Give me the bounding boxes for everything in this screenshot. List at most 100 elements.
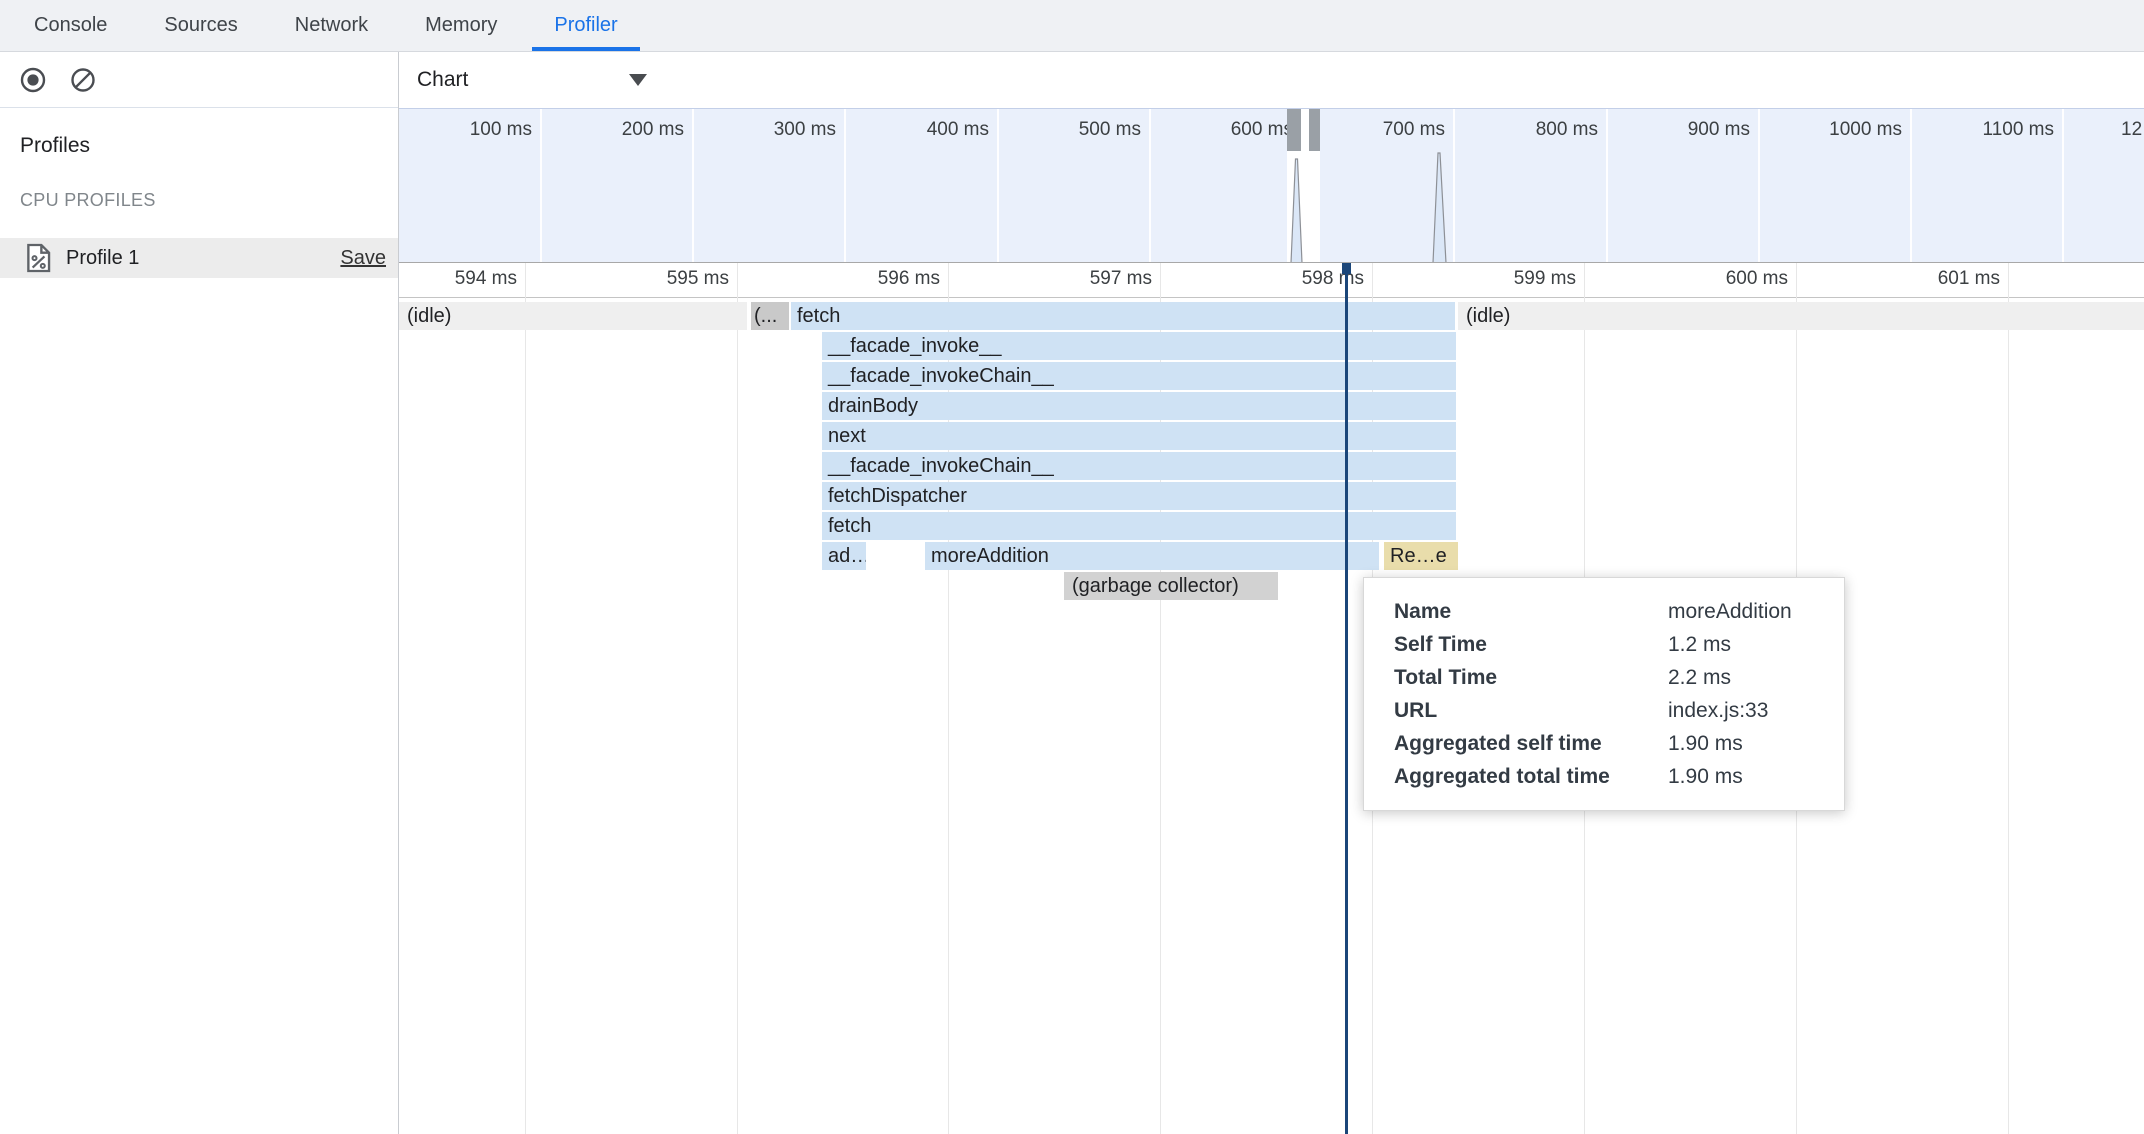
flame-chart: (idle) (... fetch (idle) __facade_invoke__ __… [399,302,2144,632]
overview-tick-divider [844,109,846,262]
overview-tick-label: 1000 ms [1829,119,1902,140]
flame-bar[interactable]: fetch [822,512,1456,540]
tooltip-label: Total Time [1394,665,1498,689]
overview-tick-label: 600 ms [1230,119,1293,140]
flame-bar[interactable]: (idle) [399,302,747,330]
tab-bar: Console Sources Network Memory Profiler [0,0,2144,52]
current-time-marker [1345,263,1348,1134]
profiles-heading: Profiles [20,134,91,157]
detail-ruler: 594 ms 595 ms 596 ms 597 ms 598 ms 599 ms 600 … [399,263,2144,298]
tooltip-label: Aggregated total time [1394,764,1610,788]
profile-document-icon [27,243,51,273]
flame-row: fetchDispatcher [399,482,2144,510]
flame-row: drainBody [399,392,2144,420]
flame-bar[interactable]: ad…s [822,542,866,570]
flame-bar[interactable]: Re…e [1384,542,1458,570]
clear-all-icon [71,67,95,92]
flame-row: __facade_invokeChain__ [399,452,2144,480]
flame-bar[interactable]: __facade_invokeChain__ [822,452,1456,480]
flame-bar[interactable]: fetch [791,302,1455,330]
ruler-tick-label: 600 ms [1725,268,1788,289]
flame-row: (garbage collector) [399,572,2144,600]
tooltip-row: Name moreAddition [1394,595,1824,628]
tooltip-row: Aggregated self time 1.90 ms [1394,727,1824,760]
overview-tick-label: 200 ms [621,119,684,140]
flame-row: (idle) (... fetch (idle) [399,302,2144,330]
tooltip-value: moreAddition [1668,599,1792,623]
overview-tick-divider [1910,109,1912,262]
overview-tick-divider [2062,109,2064,262]
profile-name: Profile 1 [66,246,140,269]
tooltip-value: index.js:33 [1668,698,1769,722]
flame-bar[interactable]: drainBody [822,392,1456,420]
overview-tick-label: 100 ms [469,119,532,140]
profile-list-item[interactable]: Profile 1 Save [0,238,398,278]
flame-bar[interactable]: (idle) [1458,302,2144,330]
overview-tick-divider [1453,109,1455,262]
view-mode-select[interactable]: Chart [417,62,647,98]
overview-tick-label: 900 ms [1687,119,1750,140]
profiler-main-panel: Chart 100 ms 200 ms 300 ms 400 ms 500 ms 600 … [399,52,2144,1134]
tooltip-value: 2.2 ms [1668,665,1732,689]
tooltip-value: 1.2 ms [1668,632,1732,656]
overview-tick-label: 500 ms [1078,119,1141,140]
overview-tick-divider [692,109,694,262]
activity-spike [1290,158,1303,262]
ruler-tick-label: 594 ms [454,268,517,289]
tooltip-value: 1.90 ms [1668,731,1743,755]
ruler-tick-label: 595 ms [666,268,729,289]
overview-tick-divider [1149,109,1151,262]
flame-bar[interactable]: next [822,422,1456,450]
clear-button[interactable] [68,65,98,95]
sidebar: Profiles CPU PROFILES Profile 1 Save [0,52,399,1134]
ruler-tick-label: 597 ms [1089,268,1152,289]
tooltip-row: Total Time 2.2 ms [1394,661,1824,694]
ruler-tick-label: 599 ms [1513,268,1576,289]
dropdown-arrow-icon [629,74,647,86]
tooltip-label: Aggregated self time [1394,731,1602,755]
ruler-tick-label: 596 ms [877,268,940,289]
overview-tick-label: 800 ms [1535,119,1598,140]
ruler-tick-label: 601 ms [1937,268,2000,289]
frame-tooltip: Name moreAddition Self Time 1.2 ms Total Tim… [1363,577,1845,811]
flame-bar[interactable]: (... [751,302,789,330]
gridline [737,263,738,1134]
save-link[interactable]: Save [340,246,386,269]
tab-sources[interactable]: Sources [164,14,238,36]
activity-spikes [1290,152,1447,262]
flame-bar[interactable]: moreAddition [925,542,1379,570]
flame-row: next [399,422,2144,450]
record-button[interactable] [18,65,48,95]
flame-bar[interactable]: __facade_invoke__ [822,332,1456,360]
tab-profiler[interactable]: Profiler [532,0,641,51]
flame-row: __facade_invoke__ [399,332,2144,360]
gridline [948,263,949,1134]
flame-bar[interactable]: (garbage collector) [1064,572,1278,600]
flame-bar[interactable]: __facade_invokeChain__ [822,362,1456,390]
tooltip-label: URL [1394,698,1438,722]
sidebar-toolbar [0,52,398,108]
selection-handle-right[interactable] [1309,109,1320,151]
flame-bar[interactable]: fetchDispatcher [822,482,1456,510]
overview-tick-label: 1100 ms [1982,119,2054,140]
gridline [525,263,526,1134]
tooltip-row: URL index.js:33 [1394,694,1824,727]
tab-network[interactable]: Network [294,14,369,36]
flame-row: __facade_invokeChain__ [399,362,2144,390]
overview-tick-label: 300 ms [773,119,836,140]
view-mode-value: Chart [417,68,469,91]
tooltip-row: Self Time 1.2 ms [1394,628,1824,661]
gridline [1160,263,1161,1134]
overview-tick-divider [540,109,542,262]
tab-memory[interactable]: Memory [425,14,498,36]
gridline [2008,263,2009,1134]
overview-tick-label: 700 ms [1382,119,1445,140]
timeline-overview[interactable]: 100 ms 200 ms 300 ms 400 ms 500 ms 600 ms 700 … [399,108,2144,263]
tooltip-label: Self Time [1394,632,1487,656]
tooltip-row: Aggregated total time 1.90 ms [1394,760,1824,793]
selection-handle-left[interactable] [1287,109,1301,151]
overview-tick-label: 400 ms [926,119,989,140]
tab-console[interactable]: Console [34,14,108,36]
overview-tick-label: 12 [2121,119,2143,140]
